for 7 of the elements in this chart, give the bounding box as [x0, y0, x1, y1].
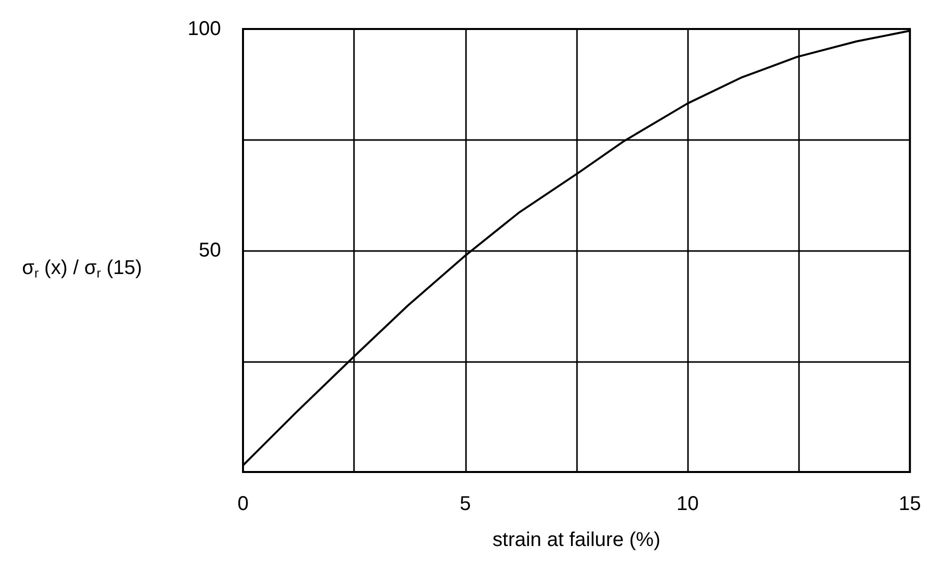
- x-tick-label: 10: [676, 493, 699, 515]
- x-tick-label: 0: [237, 493, 249, 515]
- x-axis-title: strain at failure (%): [492, 529, 660, 551]
- y-tick-label: 100: [188, 18, 221, 40]
- x-tick-label: 15: [898, 493, 921, 515]
- x-tick-label: 5: [460, 493, 471, 515]
- y-tick-label: 50: [198, 240, 221, 262]
